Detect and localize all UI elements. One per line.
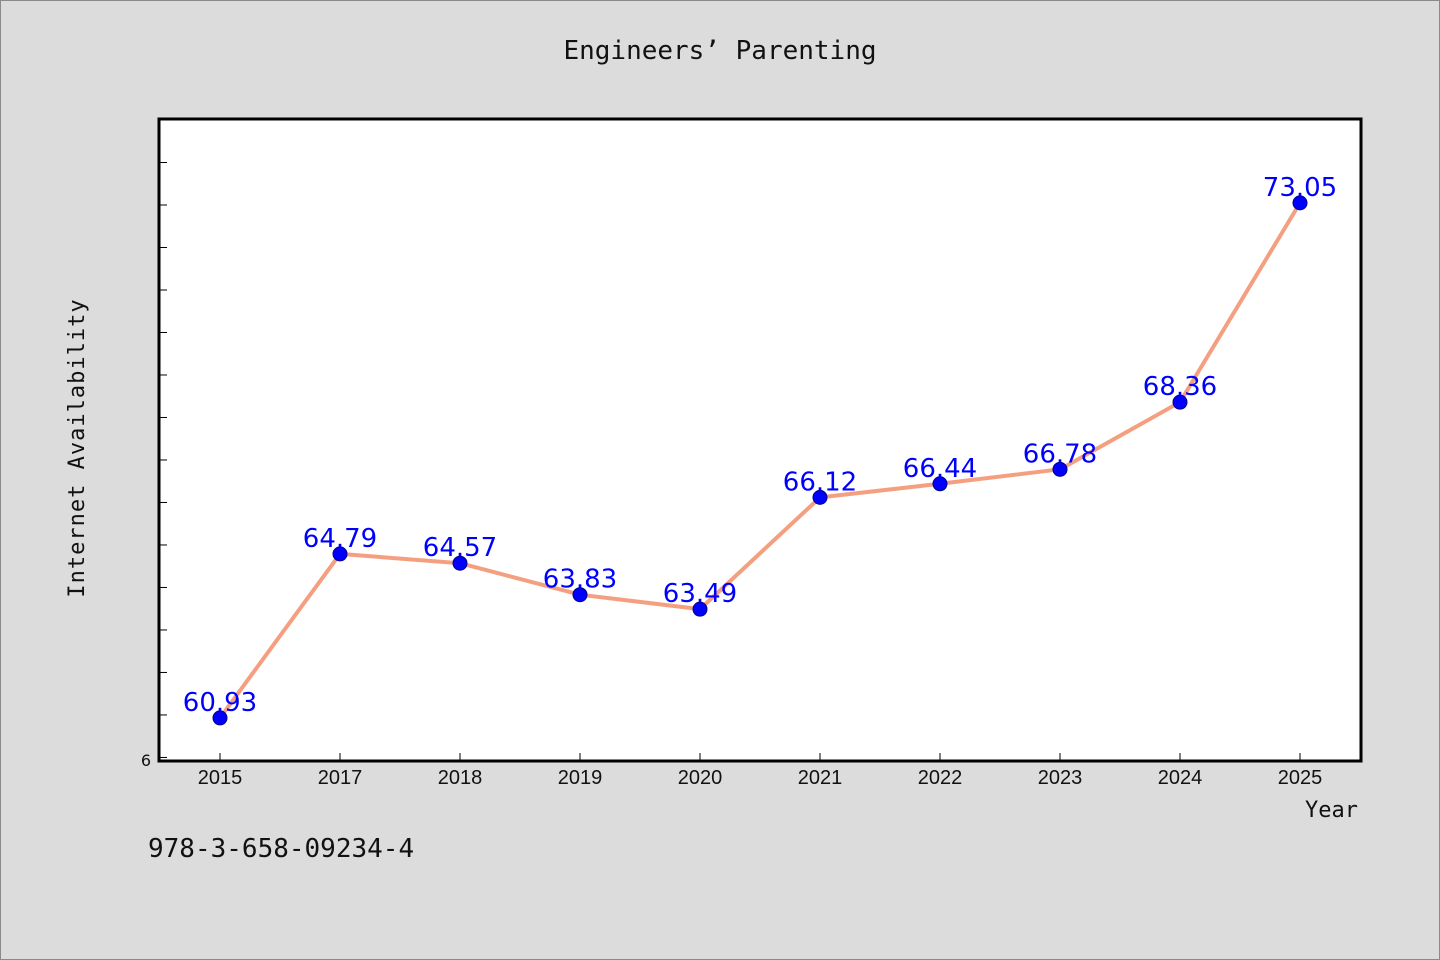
data-point [212,710,228,726]
data-label: 63.83 [543,565,617,595]
data-label: 66.44 [903,454,977,484]
markers [212,195,1308,726]
data-label: 68.36 [1143,372,1217,402]
data-point [932,476,948,492]
x-tick-label: 2022 [918,767,963,789]
plot-area [157,117,1363,763]
chart-title: Engineers’ Parenting [563,36,877,66]
x-tick-label: 2015 [198,767,243,789]
data-label: 63.49 [663,579,737,609]
data-point [812,489,828,505]
data-point [1172,394,1188,410]
x-tick-label: 2025 [1278,767,1323,789]
x-tick-label: 2018 [438,767,483,789]
x-axis-label: Year [1305,798,1358,823]
data-labels: 60.93 64.79 64.57 63.83 63.49 66.12 66.44 66.78… [183,173,1337,718]
data-point [1052,461,1068,477]
data-label: 66.78 [1023,439,1097,469]
y-tick-label: 6 [141,751,151,770]
data-point [332,546,348,562]
data-point [692,601,708,617]
x-tick-label: 2019 [558,767,603,789]
data-label: 64.57 [423,533,497,563]
data-label: 73.05 [1263,173,1337,203]
x-ticks: 2015 2017 2018 2019 2020 2021 2022 2023 2024 2025 [198,753,1323,789]
y-ticks [160,161,167,758]
x-tick-label: 2024 [1158,767,1203,789]
x-tick-label: 2020 [678,767,723,789]
data-point [452,555,468,571]
x-tick-label: 2023 [1038,767,1083,789]
x-tick-label: 2021 [798,767,843,789]
data-label: 60.93 [183,688,257,718]
data-point [1292,195,1308,211]
data-label: 64.79 [303,524,377,554]
data-point [572,587,588,603]
x-tick-label: 2017 [318,767,363,789]
y-axis-label: Internet Availability [65,298,90,597]
series-line [218,201,1302,720]
data-label: 66.12 [783,467,857,497]
isbn-text: 978-3-658-09234-4 [148,834,415,864]
